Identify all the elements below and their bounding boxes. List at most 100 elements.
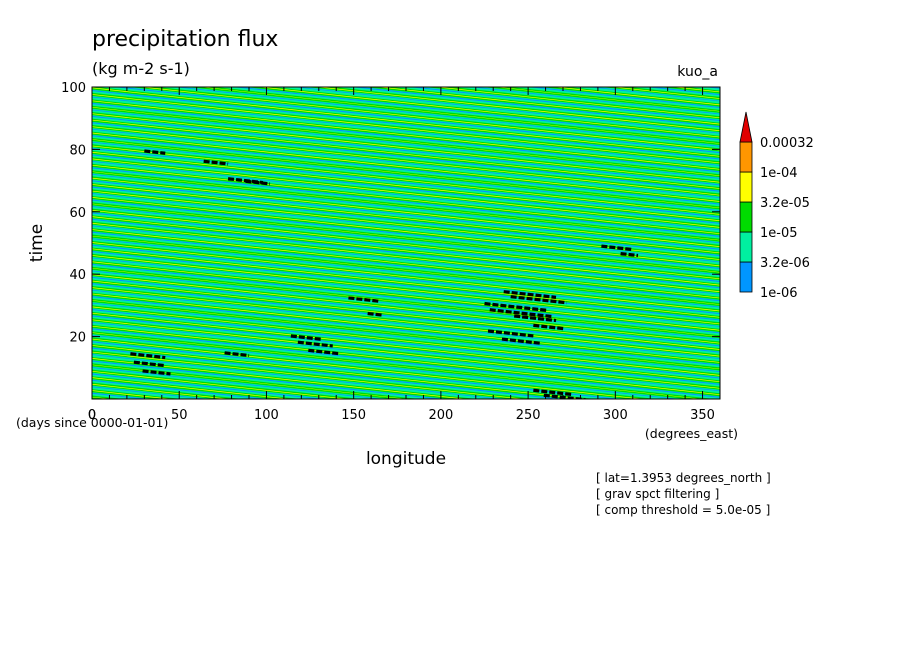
field-contour [92,87,720,159]
field-contour [92,340,629,399]
field-contour [92,269,720,340]
field-contour [92,97,720,168]
field-contour [92,254,720,326]
field-contour [287,87,720,134]
colorbar-swatch [739,171,753,203]
field-contour [92,256,720,327]
field-contour [268,87,720,136]
field-contour [92,252,720,323]
field-contour [564,87,720,104]
field-contour [345,87,720,128]
field-contour [92,243,720,315]
field-contour [328,87,720,130]
threshold-segment [367,311,382,317]
note-latitude: [ lat=1.3953 degrees_north ] [596,471,771,485]
field-contour [92,264,720,336]
field-contour [92,232,720,304]
field-contour [92,239,720,310]
field-contour [92,280,720,352]
field-contour [92,344,588,399]
field-contour [92,321,720,392]
threshold-markers [130,149,639,399]
field-contour [92,226,720,297]
field-contour [92,170,720,242]
field-contour [92,378,272,399]
field-contour [228,87,720,141]
field-contour [92,325,720,397]
threshold-segment [513,314,557,323]
y-tick-label: 100 [61,81,86,96]
field-contour [92,237,720,308]
field-contour [92,187,720,258]
field-contour [92,129,720,201]
field-contour [92,295,720,366]
x-axis-units: (degrees_east) [645,426,738,441]
x-tick-label: 50 [171,408,188,423]
field-contour [92,108,720,179]
field-contour [92,376,292,399]
field-contour [92,181,720,252]
y-tick-label: 80 [69,143,86,158]
field-contour [92,125,720,197]
colorbar-label: 1e-05 [760,226,798,241]
threshold-segment [543,393,586,399]
field-contour [92,121,720,192]
note-threshold: [ comp threshold = 5.0e-05 ] [596,503,770,517]
field-contour [92,101,720,173]
colorbar-swatch [739,231,753,263]
threshold-segment [484,301,548,312]
field-contour [92,164,720,236]
colorbar-swatch [739,141,753,173]
field-contour [92,138,720,210]
threshold-segment [224,351,250,358]
field-contour [92,202,720,274]
x-axis-label: longitude [366,449,446,469]
field-contour [92,247,720,320]
field-contour [92,198,720,270]
field-contour [92,385,213,399]
field-contour [212,87,720,143]
field-contour [92,183,720,255]
field-contour [92,241,720,313]
field-contour [155,87,720,149]
heatmap-field [92,87,720,399]
field-contour [92,260,720,332]
run-label: kuo_a [677,64,718,80]
field-contour [92,387,199,399]
field-contour [92,215,720,287]
field-contour [92,273,720,345]
field-contour [92,327,720,398]
threshold-segment [144,149,166,155]
field-contour [92,185,720,257]
y-tick-label: 40 [69,268,86,283]
field-contour [92,299,720,371]
field-contour [597,87,720,100]
threshold-segment [290,334,323,341]
threshold-segment [489,308,553,319]
x-tick-label: 350 [690,408,715,423]
field-contour [92,207,720,278]
threshold-segment [601,244,633,252]
field-contour [92,250,720,321]
field-contour [583,87,720,102]
threshold-segment [245,179,271,186]
field-contour [463,87,720,115]
threshold-segment [620,252,639,258]
y-tick-label: 0 [88,408,96,423]
field-contour [92,205,720,276]
field-contour [92,346,568,399]
field-contour [92,292,720,365]
threshold-segment [308,348,340,356]
field-contour [92,366,389,399]
field-contour [92,103,720,175]
field-contour [92,383,233,399]
field-contour [92,282,720,353]
colorbar: 1e-06 3.2e-06 1e-05 3.2e-05 1e-04 0.00032 [739,111,814,301]
field-contour [92,368,371,399]
field-contour [92,354,492,399]
x-axis-ticks: 0 50 100 150 200 250 300 350 [88,87,715,423]
field-contour [92,119,720,191]
x-tick-label: 250 [516,408,541,423]
field-contour [92,209,720,281]
field-contour [92,179,720,250]
